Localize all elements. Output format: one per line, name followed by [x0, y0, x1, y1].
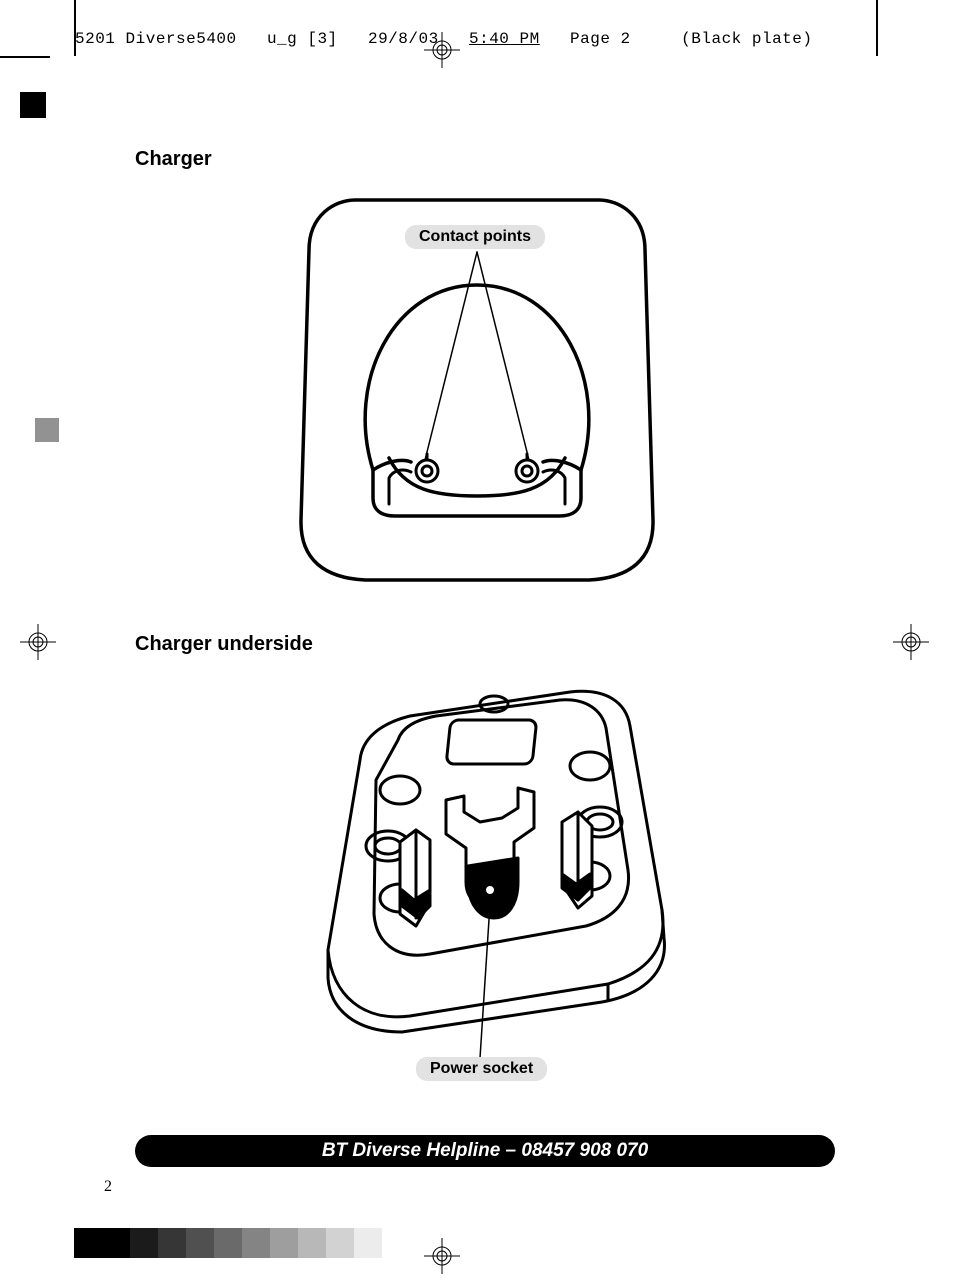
page-number: 2 — [104, 1178, 112, 1196]
heading-charger: Charger — [135, 148, 212, 171]
registration-target-icon — [424, 1238, 460, 1274]
helpline-bar: BT Diverse Helpline – 08457 908 070 — [135, 1135, 835, 1167]
stepwedge-cell — [326, 1228, 354, 1258]
grey-square-icon — [35, 418, 59, 442]
stepwedge-cell — [242, 1228, 270, 1258]
stepwedge-cell — [102, 1228, 130, 1258]
slug-time: 5:40 PM — [469, 30, 540, 48]
crop-mark — [0, 56, 50, 58]
stepwedge-cell — [270, 1228, 298, 1258]
stepwedge-cell — [130, 1228, 158, 1258]
registration-target-icon — [893, 624, 929, 660]
stepwedge-cell — [298, 1228, 326, 1258]
stepwedge-cell — [354, 1228, 382, 1258]
slug-docid: 5201 Diverse5400 — [75, 30, 237, 48]
stepwedge-cell — [186, 1228, 214, 1258]
callout-power-socket: Power socket — [416, 1057, 547, 1081]
slug-plate: (Black plate) — [681, 30, 812, 48]
crop-mark — [876, 0, 878, 56]
callout-contact-points: Contact points — [405, 225, 545, 249]
slug-pageref: Page 2 — [570, 30, 631, 48]
registration-target-icon — [20, 624, 56, 660]
stepwedge-cell — [214, 1228, 242, 1258]
charger-underside-diagram — [290, 670, 690, 1090]
charger-diagram — [285, 190, 669, 590]
registration-target-icon — [424, 32, 460, 68]
slug-ug: u_g [3] — [267, 30, 338, 48]
grey-step-wedge — [74, 1228, 382, 1258]
stepwedge-cell — [74, 1228, 102, 1258]
stepwedge-cell — [158, 1228, 186, 1258]
page: 5201 Diverse5400 u_g [3] 29/8/03 5:40 PM… — [0, 0, 954, 1288]
heading-charger-underside: Charger underside — [135, 633, 313, 656]
black-square-icon — [20, 92, 46, 118]
